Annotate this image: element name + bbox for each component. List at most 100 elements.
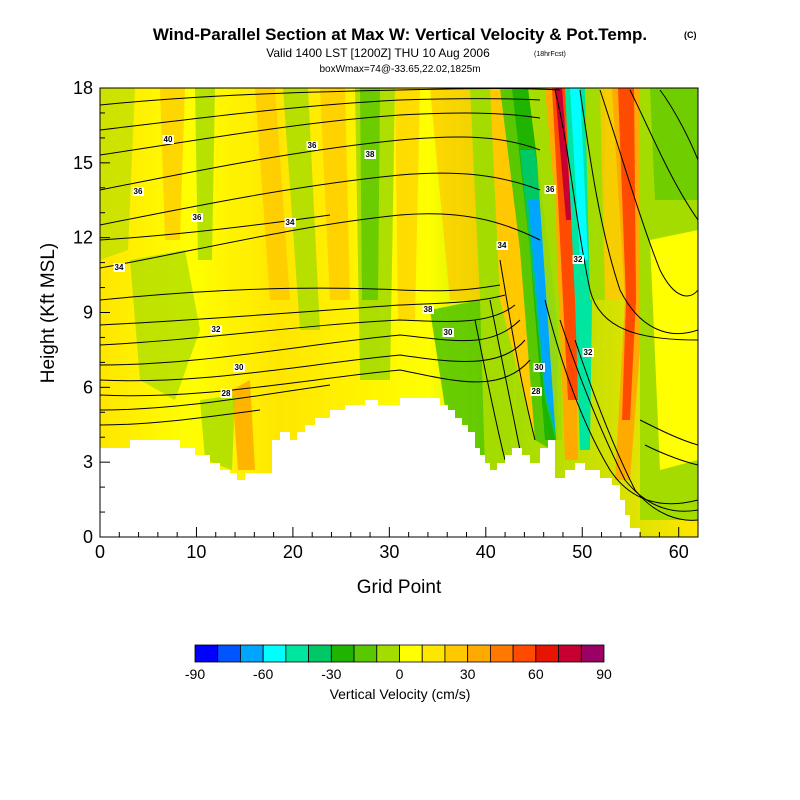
terrain	[100, 398, 640, 537]
contour-label-bg	[530, 387, 542, 396]
field-patch	[570, 88, 588, 260]
x-tick-label: 10	[186, 542, 206, 562]
colorbar-swatch	[217, 644, 241, 663]
contour-label: 36	[308, 141, 317, 150]
contour-line	[100, 384, 331, 411]
contour-label-bg	[364, 150, 376, 159]
contour-label: 34	[286, 218, 295, 227]
contour-line	[100, 214, 331, 241]
x-tick-label: 40	[476, 542, 496, 562]
contour-label: 36	[134, 187, 143, 196]
contour-label: 30	[535, 363, 544, 372]
plot-field	[100, 88, 698, 537]
colorbar-swatch	[330, 644, 355, 663]
contour-line	[639, 419, 698, 446]
contour-line	[544, 299, 698, 505]
x-axis: 0 10 20 30 40 50 60	[95, 527, 689, 562]
contour-line	[659, 89, 698, 161]
title-mark: (C)	[684, 30, 697, 40]
chart-subtitle: Valid 1400 LST [1200Z] THU 10 Aug 2006	[266, 46, 490, 60]
contour-line	[554, 89, 698, 341]
contour-label-bg	[210, 325, 222, 334]
colorbar-swatch	[399, 644, 423, 663]
contour-line	[574, 339, 698, 521]
contour-label-bg	[162, 135, 174, 144]
contour-label: 28	[222, 389, 231, 398]
contour-label: 38	[424, 305, 433, 314]
colorbar-tick-label: 30	[460, 666, 476, 682]
chart-subtitle-note: (18hrFcst)	[534, 51, 566, 58]
contour-label-bg	[233, 363, 245, 372]
contour-line	[559, 319, 698, 512]
field-patch	[255, 88, 290, 300]
contour-line	[579, 89, 698, 335]
colorbar-tick-label: -30	[321, 666, 341, 682]
contour-line	[100, 409, 261, 426]
contour-label: 30	[444, 328, 453, 337]
colorbar-tick-label: 0	[396, 666, 404, 682]
contour-label: 34	[115, 263, 124, 272]
contour-line	[100, 88, 561, 106]
contour-label: 32	[584, 348, 593, 357]
field-patch	[195, 88, 215, 260]
field-patch	[160, 88, 185, 240]
contour-line	[100, 319, 521, 366]
field-patch	[650, 230, 698, 470]
field-patch	[430, 300, 485, 470]
x-tick-label: 50	[572, 542, 592, 562]
colorbar-swatch	[535, 644, 559, 663]
y-tick-label: 3	[83, 452, 93, 472]
x-tick-label: 60	[669, 542, 689, 562]
y-axis-label: Height (Kft MSL)	[38, 243, 59, 383]
colorbar-swatch	[558, 644, 582, 663]
y-tick-label: 9	[83, 303, 93, 323]
contour-line	[499, 259, 536, 441]
y-tick-label: 6	[83, 377, 93, 397]
x-tick-label: 0	[95, 542, 105, 562]
colorbar-tick-label: -90	[185, 666, 205, 682]
field-patch	[618, 88, 636, 420]
contour-line	[644, 444, 698, 466]
colorbar-swatch	[512, 644, 537, 663]
colorbar-swatch	[489, 644, 514, 663]
contour-labels: 40 36 36 34 36 38 32 34 36 34 30 28 38 3…	[113, 135, 594, 398]
field-patch	[100, 88, 135, 260]
field-patch	[430, 88, 480, 300]
field-patch	[320, 88, 350, 300]
colorbar-swatch	[376, 644, 400, 663]
contour-label: 40	[164, 135, 173, 144]
contours	[100, 88, 698, 521]
field-patch	[650, 88, 698, 200]
colorbar-swatch	[353, 644, 378, 663]
contour-label-bg	[306, 141, 318, 150]
field-patch	[200, 395, 235, 470]
contour-line	[629, 89, 698, 221]
contour-line	[100, 213, 541, 269]
colorbar-swatch	[262, 644, 287, 663]
contour-line	[100, 294, 506, 326]
colorbar	[194, 644, 605, 663]
contour-label: 30	[235, 363, 244, 372]
contour-label: 36	[546, 185, 555, 194]
contour-label-bg	[132, 187, 144, 196]
contour-line	[100, 284, 501, 301]
y-tick-label: 18	[73, 78, 93, 98]
chart-subtitle2: boxWmax=74@-33.65,22.02,1825m	[319, 64, 480, 75]
contour-line	[100, 359, 531, 397]
contour-label: 32	[574, 255, 583, 264]
contour-label-bg	[582, 348, 594, 357]
colorbar-swatch	[467, 644, 491, 663]
contour-label-bg	[422, 305, 434, 314]
contour-label-bg	[442, 328, 454, 337]
chart-title: Wind-Parallel Section at Max W: Vertical…	[153, 25, 647, 44]
field-patch	[360, 88, 380, 300]
contour-label: 34	[498, 241, 507, 250]
contour-label: 36	[193, 213, 202, 222]
colorbar-tick-label: -60	[253, 666, 273, 682]
contour-line	[599, 89, 698, 297]
colorbar-swatch	[240, 644, 264, 663]
contour-line	[489, 299, 521, 451]
y-tick-label: 12	[73, 228, 93, 248]
contour-label-bg	[191, 213, 203, 222]
